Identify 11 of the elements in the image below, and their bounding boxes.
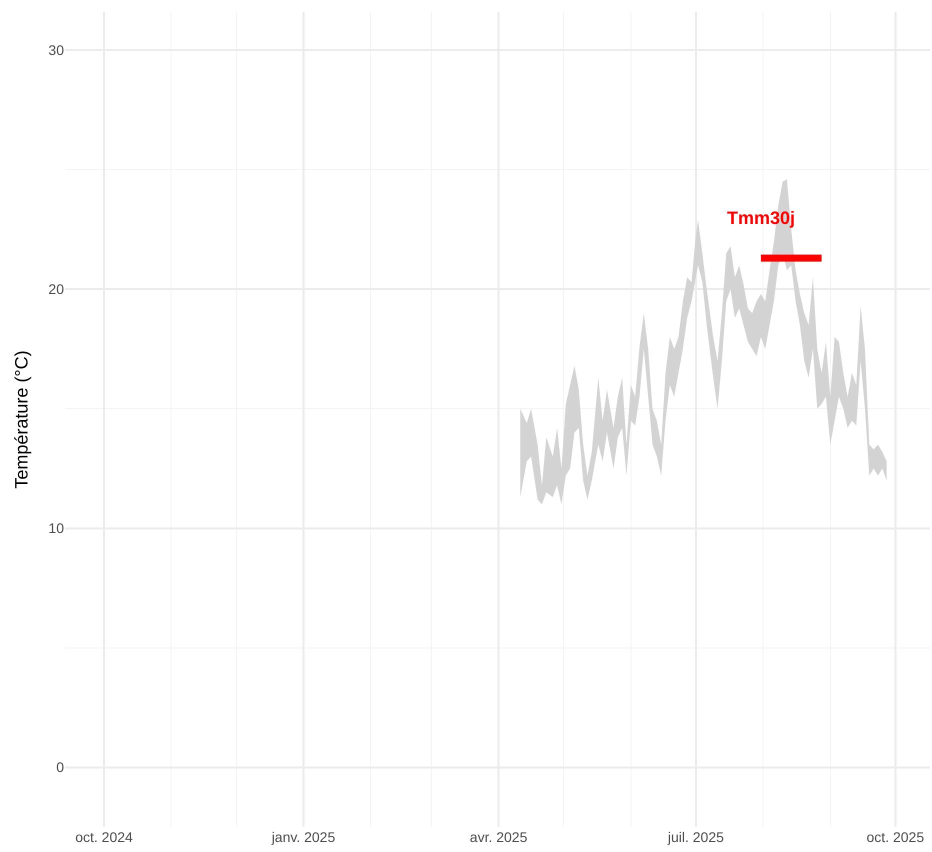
x-tick-label: oct. 2025 <box>866 829 924 845</box>
y-tick-label: 0 <box>56 759 64 776</box>
y-tick-label: 10 <box>48 520 64 536</box>
x-tick-label: juil. 2025 <box>666 829 724 845</box>
y-tick-label: 20 <box>48 281 64 298</box>
x-tick-label: oct. 2024 <box>75 829 134 845</box>
x-tick-label: janv. 2025 <box>270 829 336 845</box>
y-tick-label: 30 <box>48 42 64 58</box>
x-tick-label: avr. 2025 <box>470 829 528 845</box>
y-axis-title: Température (°C) <box>12 350 32 489</box>
series-label: Tmm30j <box>727 208 796 228</box>
